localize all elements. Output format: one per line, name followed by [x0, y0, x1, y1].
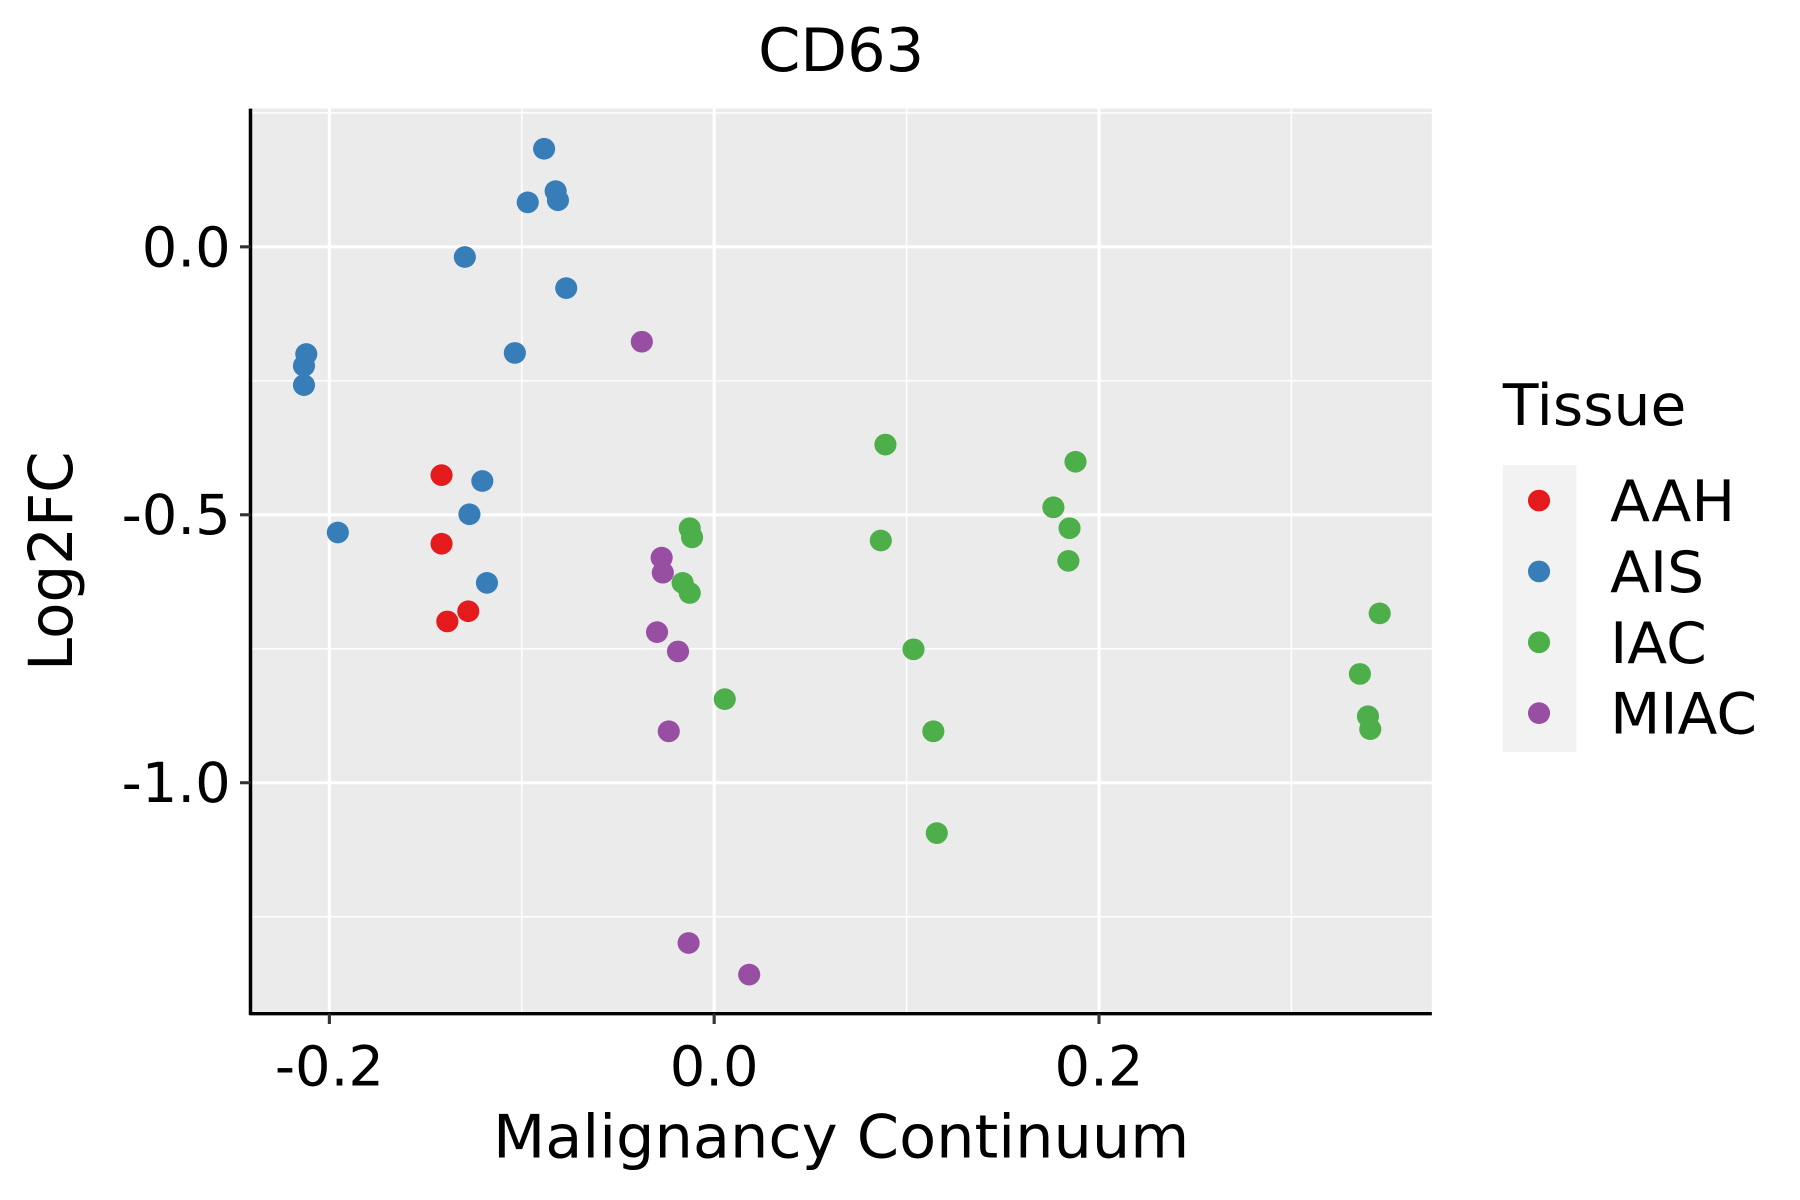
- legend-key-aah: [1527, 489, 1551, 512]
- data-point-iac: [922, 720, 945, 743]
- data-point-ais: [503, 342, 526, 364]
- data-point-miac: [657, 720, 680, 743]
- legend-key-iac: [1527, 631, 1551, 654]
- y-tick-label: -0.5: [122, 485, 231, 548]
- data-point-ais: [471, 470, 494, 492]
- legend-label-iac: IAC: [1610, 609, 1707, 676]
- data-point-aah: [457, 600, 480, 623]
- legend-label-miac: MIAC: [1610, 680, 1757, 747]
- plot-panel: [250, 108, 1432, 1014]
- data-point-ais: [458, 503, 481, 526]
- data-point-miac: [677, 932, 700, 954]
- legend-title: Tissue: [1502, 372, 1686, 439]
- data-point-iac: [1368, 602, 1391, 625]
- y-tick-label: -1.0: [122, 753, 231, 816]
- data-point-iac: [1057, 550, 1080, 572]
- x-tick-label: -0.2: [275, 1036, 384, 1099]
- grid-lines: [250, 108, 1432, 1014]
- y-tick-label: 0.0: [142, 217, 231, 280]
- data-points: [292, 137, 1391, 986]
- data-point-miac: [738, 963, 761, 986]
- data-point-miac: [630, 330, 653, 353]
- data-point-aah: [436, 610, 459, 633]
- data-point-ais: [475, 571, 499, 594]
- y-axis-label: Log2FC: [17, 451, 88, 671]
- data-point-ais: [533, 137, 556, 160]
- data-point-ais: [516, 191, 539, 214]
- legend-label-ais: AIS: [1610, 539, 1704, 606]
- data-point-iac: [869, 529, 892, 552]
- data-point-aah: [430, 464, 453, 486]
- data-point-ais: [555, 277, 578, 299]
- data-point-ais: [292, 374, 316, 396]
- data-point-miac: [666, 640, 690, 663]
- data-point-ais: [292, 354, 316, 377]
- legend-key-ais: [1527, 560, 1551, 583]
- legend-label-aah: AAH: [1610, 468, 1735, 535]
- data-point-iac: [925, 822, 948, 844]
- data-point-ais: [453, 246, 476, 268]
- legend-key-miac: [1527, 702, 1551, 724]
- data-point-iac: [1042, 496, 1065, 519]
- data-point-iac: [1359, 718, 1382, 741]
- data-point-ais: [546, 189, 570, 212]
- x-tick-label: 0.2: [1055, 1036, 1144, 1099]
- data-point-iac: [1348, 663, 1371, 685]
- x-tick-label: 0.0: [670, 1036, 759, 1099]
- data-point-iac: [902, 638, 925, 661]
- data-point-miac: [651, 561, 674, 584]
- data-point-ais: [326, 521, 349, 544]
- data-point-iac: [680, 526, 704, 549]
- data-point-aah: [430, 532, 453, 555]
- data-point-miac: [645, 621, 669, 644]
- data-point-iac: [1064, 450, 1087, 473]
- data-point-iac: [678, 582, 701, 604]
- data-point-iac: [1058, 517, 1081, 540]
- chart-title: CD63: [758, 16, 924, 85]
- data-point-iac: [874, 433, 897, 456]
- x-axis-label: Malignancy Continuum: [493, 1103, 1189, 1172]
- axis-ticks: -0.2 0.0 0.2 0.0 -0.5 -1.0: [122, 217, 1144, 1100]
- data-point-iac: [713, 688, 736, 710]
